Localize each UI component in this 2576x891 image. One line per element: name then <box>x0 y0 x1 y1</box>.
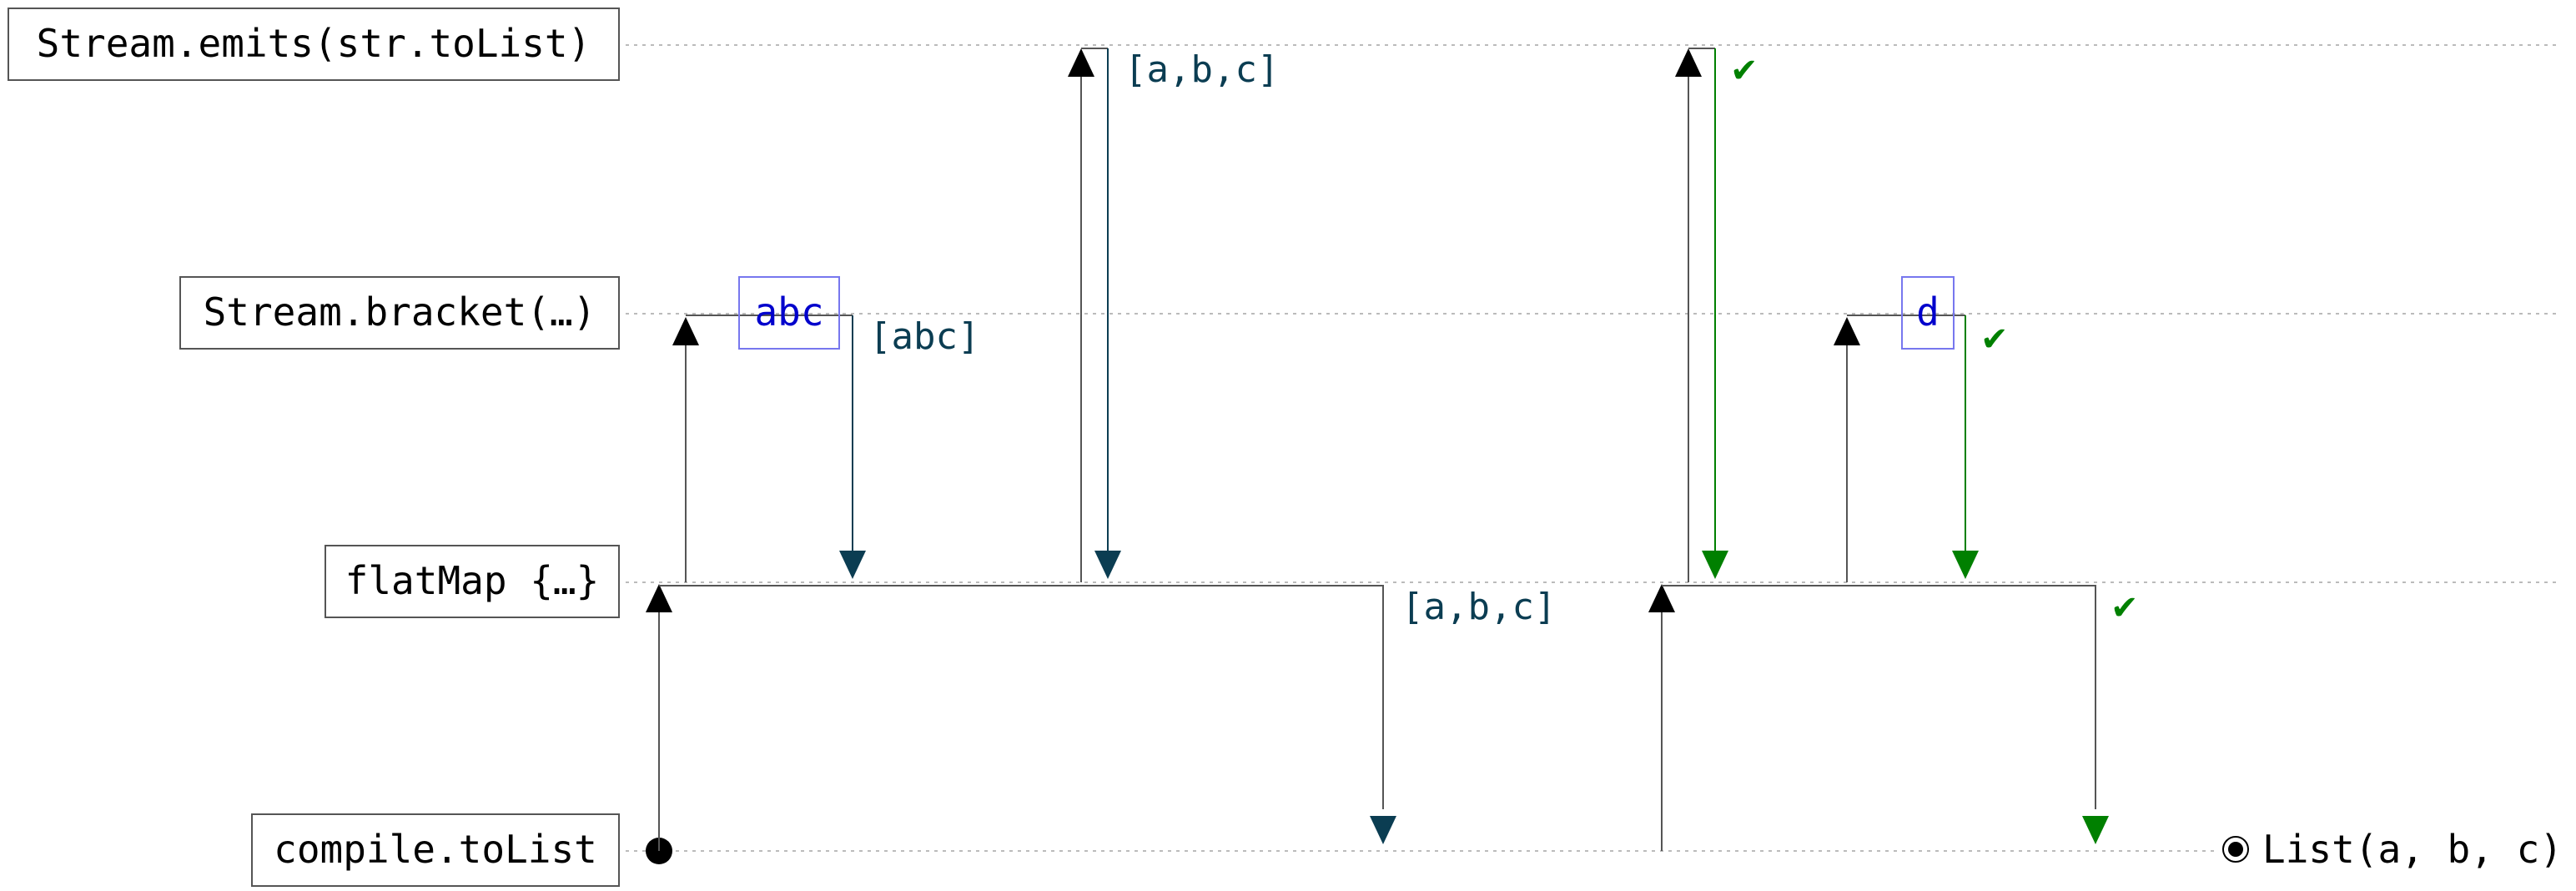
lane-label-box <box>179 276 620 350</box>
checkmark-icon: ✔ <box>1730 52 1758 90</box>
lane-guides <box>626 44 2557 852</box>
up-arrow-icon <box>1675 48 1702 77</box>
result: List(a, b, c) <box>2222 827 2563 872</box>
result-dot-icon <box>2228 842 2243 857</box>
lane-label-box <box>8 8 620 81</box>
checkmark-icon: ✔ <box>2111 589 2139 627</box>
emit-flatmap-elements: [a,b,c] <box>1370 586 1556 844</box>
down-arrow-icon <box>1702 551 1728 579</box>
down-arrow-icon <box>2082 816 2109 844</box>
resource-label: d <box>1916 289 1940 335</box>
down-arrow-icon <box>1370 816 1396 844</box>
resource-label: abc <box>754 289 823 335</box>
flatmap-span-2 <box>1662 585 2096 809</box>
emit-label: [a,b,c] <box>1124 48 1279 91</box>
resource-d: d <box>1901 276 1955 350</box>
lane-label-compile: compile.toList <box>251 813 620 887</box>
lane-label-emits: Stream.emits(str.toList) <box>8 8 620 81</box>
up-arrow-icon <box>1648 584 1675 612</box>
emit-label: [a,b,c] <box>1401 586 1556 628</box>
done-bracket: ✔ <box>1952 315 2009 579</box>
done-flatmap: ✔ <box>2082 589 2139 844</box>
lane-label-text: Stream.bracket(…) <box>204 289 596 335</box>
lane-label-text: flatMap {…} <box>345 558 600 603</box>
pull-flatmap-to-bracket-2 <box>1834 317 1860 582</box>
lane-label-text: Stream.emits(str.toList) <box>37 21 591 66</box>
emit-label: [abc] <box>869 315 979 358</box>
pull-flatmap-to-emits-2 <box>1675 48 1702 582</box>
checkmark-icon: ✔ <box>1980 320 2009 359</box>
up-arrow-icon <box>1068 48 1094 77</box>
pull-compile-to-flatmap-2 <box>1648 584 1675 851</box>
down-arrow-icon <box>1952 551 1979 579</box>
result-label: List(a, b, c) <box>2262 827 2563 872</box>
resource-box <box>738 276 840 350</box>
up-arrow-icon <box>672 317 699 345</box>
up-arrow-icon <box>646 584 672 612</box>
lane-label-bracket: Stream.bracket(…) <box>179 276 620 350</box>
lane-label-text: compile.toList <box>274 827 597 872</box>
up-arrow-icon <box>1834 317 1860 345</box>
lane-label-box <box>251 813 620 887</box>
emit-abc-elements: [a,b,c] <box>1094 48 1279 579</box>
pull-flatmap-to-emits <box>1068 48 1094 582</box>
emit-abc-list: [abc] <box>839 315 979 579</box>
resource-abc: abc <box>738 276 840 350</box>
flatmap-span-1 <box>659 585 1384 809</box>
lane-label-box <box>325 545 620 618</box>
done-emits: ✔ <box>1702 48 1758 579</box>
lane-labels: Stream.emits(str.toList) Stream.bracket(… <box>8 8 620 887</box>
down-arrow-icon <box>1094 551 1121 579</box>
down-arrow-icon <box>839 551 866 579</box>
resource-box <box>1901 276 1955 350</box>
lane-label-flatmap: flatMap {…} <box>325 545 620 618</box>
pull-compile-to-flatmap <box>646 584 672 851</box>
pull-flatmap-to-bracket <box>672 317 699 582</box>
